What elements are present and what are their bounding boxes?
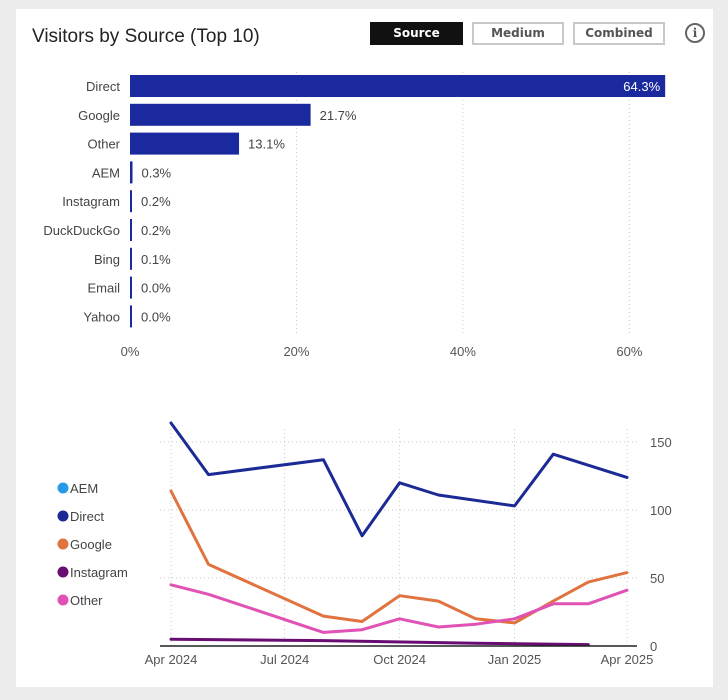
line-chart-grid bbox=[160, 429, 637, 646]
legend-label: Instagram bbox=[70, 565, 128, 580]
data-label: 0.1% bbox=[141, 252, 171, 267]
bar bbox=[130, 247, 132, 270]
line-chart-legend: AEM Direct Google Instagram Other bbox=[57, 481, 128, 608]
x-tick-label: Apr 2025 bbox=[601, 652, 654, 667]
category-label: Other bbox=[87, 137, 120, 152]
category-label: Direct bbox=[86, 79, 120, 94]
category-label: Yahoo bbox=[83, 309, 120, 324]
bar bbox=[130, 161, 133, 184]
category-label: Instagram bbox=[62, 194, 120, 209]
bar bbox=[130, 276, 132, 299]
line-chart-axes: 0 50 100 150 Apr 2024 Jul 2024 Oct 2024 Jan 202… bbox=[145, 435, 672, 667]
x-tick-label: 0% bbox=[121, 344, 140, 359]
series-line-direct bbox=[169, 421, 629, 538]
legend-label: Google bbox=[70, 537, 112, 552]
x-tick-label: Oct 2024 bbox=[373, 652, 426, 667]
line-chart-series bbox=[169, 421, 629, 647]
bar-chart-rows: Direct 64.3% Google 21.7% Other 13.1% AEM 0.3% I… bbox=[43, 75, 666, 328]
bar-chart: Direct 64.3% Google 21.7% Other 13.1% AEM 0.3% I… bbox=[43, 72, 666, 359]
bar bbox=[130, 75, 666, 97]
bar bbox=[130, 190, 132, 213]
y-tick-label: 50 bbox=[650, 571, 664, 586]
y-tick-label: 0 bbox=[650, 639, 657, 654]
category-label: DuckDuckGo bbox=[43, 223, 120, 238]
data-label: 21.7% bbox=[320, 108, 357, 123]
series-line-google bbox=[169, 489, 629, 625]
x-tick-label: 40% bbox=[450, 344, 476, 359]
legend-label: Direct bbox=[70, 509, 104, 524]
series-line-instagram bbox=[169, 637, 590, 647]
data-label: 0.2% bbox=[141, 223, 171, 238]
legend-marker-other bbox=[57, 594, 69, 606]
data-label: 13.1% bbox=[248, 137, 285, 152]
bar bbox=[130, 103, 311, 126]
toggle-combined-button[interactable]: Combined bbox=[573, 22, 665, 45]
bar bbox=[130, 305, 132, 328]
data-label: 0.0% bbox=[141, 309, 171, 324]
category-label: Bing bbox=[94, 252, 120, 267]
visitors-card: Visitors by Source (Top 10) Source Mediu… bbox=[16, 9, 713, 687]
category-label: Email bbox=[87, 281, 120, 296]
x-tick-label: Apr 2024 bbox=[145, 652, 198, 667]
category-label: Google bbox=[78, 108, 120, 123]
x-tick-label: 60% bbox=[616, 344, 642, 359]
data-label: 64.3% bbox=[623, 79, 660, 94]
data-label: 0.0% bbox=[141, 281, 171, 296]
category-label: AEM bbox=[92, 165, 120, 180]
bar bbox=[130, 132, 240, 155]
x-tick-label: 20% bbox=[283, 344, 309, 359]
data-label: 0.2% bbox=[141, 194, 171, 209]
x-tick-label: Jul 2024 bbox=[260, 652, 309, 667]
legend-label: AEM bbox=[70, 481, 98, 496]
legend-marker-google bbox=[57, 538, 69, 550]
card-title: Visitors by Source (Top 10) bbox=[32, 26, 260, 47]
toggle-medium-button[interactable]: Medium bbox=[472, 22, 564, 45]
info-circle-icon[interactable]: i bbox=[685, 23, 705, 43]
data-label: 0.3% bbox=[141, 165, 171, 180]
bar-chart-x-ticks: 0% 20% 40% 60% bbox=[121, 344, 643, 359]
bar bbox=[130, 219, 132, 241]
series-line-other bbox=[169, 583, 629, 634]
y-tick-label: 150 bbox=[650, 435, 672, 450]
legend-marker-direct bbox=[57, 510, 69, 522]
legend-marker-aem bbox=[57, 482, 69, 494]
toggle-source-button[interactable]: Source bbox=[370, 22, 463, 45]
y-tick-label: 100 bbox=[650, 503, 672, 518]
legend-marker-instagram bbox=[57, 566, 69, 578]
x-tick-label: Jan 2025 bbox=[488, 652, 542, 667]
legend-label: Other bbox=[70, 593, 103, 608]
line-chart: 0 50 100 150 Apr 2024 Jul 2024 Oct 2024 Jan 202… bbox=[57, 421, 672, 667]
